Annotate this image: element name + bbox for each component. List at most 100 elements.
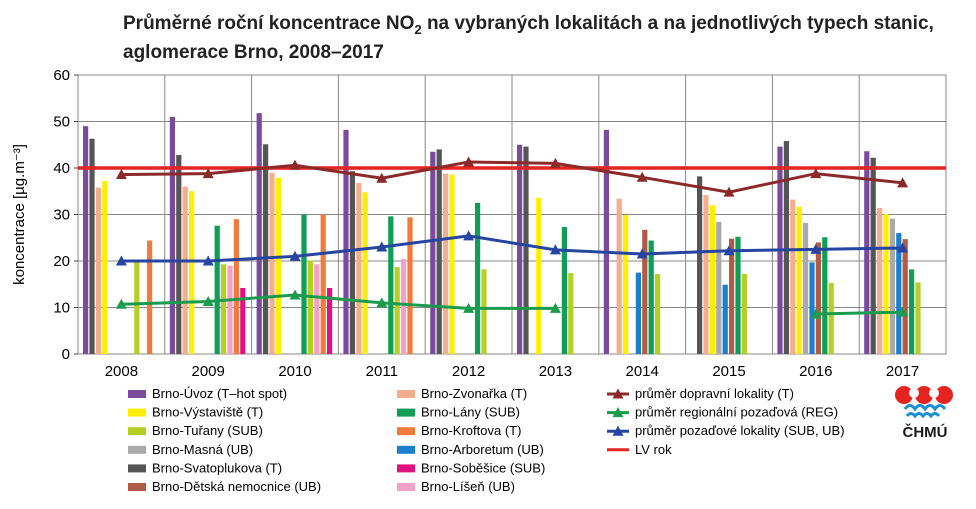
- bar: [102, 181, 108, 354]
- bar: [915, 282, 921, 354]
- bar: [269, 172, 275, 354]
- bar: [430, 151, 436, 354]
- legend-label: Brno-Tuřany (SUB): [152, 423, 263, 438]
- y-tick-label: 20: [53, 253, 70, 270]
- bar: [561, 227, 567, 354]
- legend-swatch: [128, 390, 146, 398]
- bar: [889, 218, 895, 354]
- legend-swatch: [128, 427, 146, 436]
- legend-swatch: [397, 464, 415, 473]
- bar: [635, 272, 641, 354]
- y-tick-label: 0: [62, 346, 70, 363]
- legend-swatch: [397, 483, 415, 491]
- legend-label: Brno-Výstaviště (T): [152, 405, 263, 420]
- line-marker: [810, 243, 822, 254]
- bar: [314, 264, 320, 354]
- bar: [864, 151, 870, 354]
- bar: [896, 233, 902, 354]
- bar: [822, 237, 828, 354]
- bar: [407, 217, 413, 354]
- bar: [320, 214, 326, 354]
- x-tick-label: 2013: [539, 363, 572, 380]
- bar: [134, 261, 140, 354]
- bar: [803, 222, 809, 354]
- bar: [697, 176, 703, 354]
- line-marker: [115, 169, 127, 180]
- bar: [568, 273, 574, 354]
- bar: [240, 287, 246, 354]
- bar: [443, 173, 449, 354]
- legend-label: LV rok: [635, 442, 672, 457]
- line-marker: [897, 242, 909, 253]
- x-tick-label: 2011: [366, 363, 398, 380]
- bar: [703, 194, 709, 354]
- legend-swatch: [128, 464, 146, 473]
- bar: [394, 267, 400, 354]
- legend-marker: [612, 388, 624, 399]
- legend-label: Brno-Dětská nemocnice (UB): [152, 479, 321, 494]
- legend-swatch: [128, 408, 146, 417]
- x-tick-label: 2017: [886, 363, 919, 380]
- chmu-logo-icon: [893, 383, 955, 439]
- x-tick-label: 2012: [452, 363, 485, 380]
- title-part2: na vybraných lokalitách a na jednotlivýc…: [123, 13, 934, 63]
- legend-label: Brno-Soběšice (SUB): [421, 460, 545, 475]
- x-tick-label: 2010: [278, 363, 311, 380]
- bar: [616, 198, 622, 354]
- line-marker: [897, 177, 909, 188]
- bar: [349, 171, 355, 354]
- bar: [523, 146, 529, 354]
- legend-swatch: [397, 445, 415, 454]
- title-part1: Průměrné roční koncentrace NO: [123, 13, 415, 34]
- bar: [741, 274, 747, 354]
- bar: [790, 199, 796, 354]
- line-marker: [463, 230, 475, 241]
- chart-title: Průměrné roční koncentrace NO2 na vybran…: [123, 12, 963, 64]
- bar: [214, 225, 220, 354]
- line-marker: [289, 159, 301, 170]
- legend-label: Brno-Líšeň (UB): [421, 479, 515, 494]
- bar: [449, 174, 455, 354]
- bar: [169, 116, 175, 354]
- y-tick-label: 40: [53, 160, 70, 177]
- legend-label: Brno-Úvoz (T–hot spot): [152, 386, 287, 401]
- bar: [603, 129, 609, 354]
- line-marker: [115, 255, 127, 266]
- line-marker: [463, 302, 475, 313]
- average-line: [121, 293, 556, 310]
- bar: [343, 129, 349, 354]
- line-marker: [549, 157, 561, 168]
- legend-swatch: [397, 408, 415, 417]
- legend-swatch: [397, 390, 415, 398]
- x-tick-label: 2014: [626, 363, 659, 380]
- average-line: [815, 310, 903, 316]
- line-marker: [549, 244, 561, 255]
- bar: [877, 207, 883, 354]
- legend-label: Brno-Arboretum (UB): [421, 442, 544, 457]
- legend-label: Brno-Kroftova (T): [421, 423, 521, 438]
- y-tick-label: 60: [53, 67, 70, 84]
- bar: [356, 182, 362, 354]
- bar: [388, 216, 394, 354]
- bar: [227, 265, 233, 354]
- y-tick-label: 50: [53, 114, 70, 131]
- line-marker: [463, 156, 475, 167]
- line-marker: [202, 168, 214, 179]
- bar: [796, 206, 802, 354]
- bar: [648, 240, 654, 354]
- logo-text: ČHMÚ: [902, 424, 948, 441]
- bar: [327, 287, 333, 354]
- legend-swatch: [128, 483, 146, 491]
- bar: [89, 138, 95, 354]
- bar: [735, 236, 741, 354]
- bar: [401, 259, 407, 354]
- bar: [809, 262, 815, 354]
- bar: [909, 269, 915, 354]
- line-marker: [202, 295, 214, 306]
- line-marker: [723, 245, 735, 256]
- line-marker: [549, 302, 561, 313]
- line-marker: [810, 308, 822, 319]
- y-tick-label: 10: [53, 300, 70, 317]
- legend-label: průměr regionální pozaďová (REG): [635, 405, 838, 420]
